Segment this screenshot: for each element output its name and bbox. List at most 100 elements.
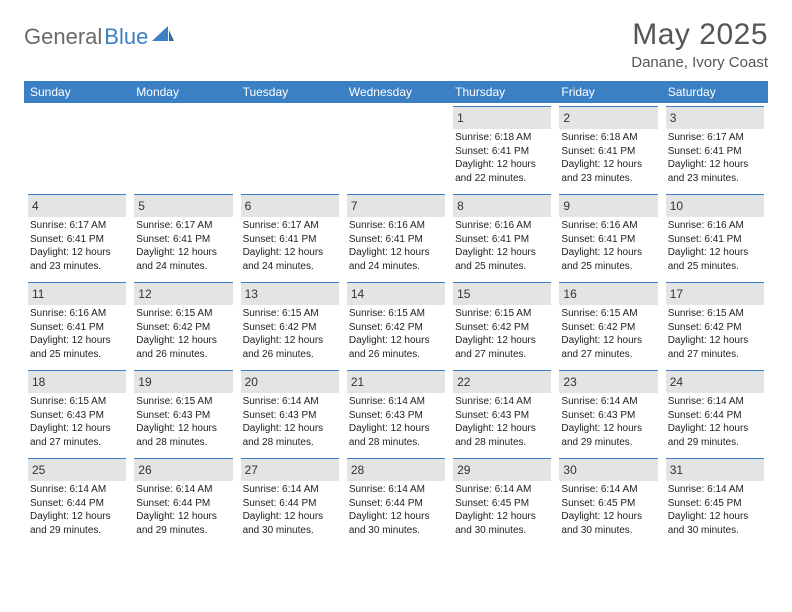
day-number: 3 — [670, 111, 677, 125]
sunrise-line: Sunrise: 6:14 AM — [559, 395, 657, 409]
sunrise-line: Sunrise: 6:14 AM — [347, 483, 445, 497]
day-number: 19 — [138, 375, 151, 389]
sunset-line: Sunset: 6:43 PM — [28, 409, 126, 423]
daylight-line: Daylight: 12 hours — [559, 422, 657, 436]
sunset-line: Sunset: 6:42 PM — [241, 321, 339, 335]
daylight-line: Daylight: 12 hours — [134, 422, 232, 436]
sunset-line: Sunset: 6:41 PM — [666, 233, 764, 247]
daylight-line: and 24 minutes. — [241, 260, 339, 274]
daylight-line: Daylight: 12 hours — [347, 510, 445, 524]
calendar-cell — [237, 103, 343, 191]
daylight-line: and 30 minutes. — [347, 524, 445, 538]
calendar-cell: 12Sunrise: 6:15 AMSunset: 6:42 PMDayligh… — [130, 279, 236, 367]
sunrise-line: Sunrise: 6:14 AM — [453, 483, 551, 497]
calendar-cell: 8Sunrise: 6:16 AMSunset: 6:41 PMDaylight… — [449, 191, 555, 279]
sunset-line: Sunset: 6:43 PM — [134, 409, 232, 423]
day-number: 28 — [351, 463, 364, 477]
daylight-line: and 25 minutes. — [28, 348, 126, 362]
sunset-line: Sunset: 6:41 PM — [28, 321, 126, 335]
calendar-cell: 4Sunrise: 6:17 AMSunset: 6:41 PMDaylight… — [24, 191, 130, 279]
day-number: 15 — [457, 287, 470, 301]
calendar-cell: 27Sunrise: 6:14 AMSunset: 6:44 PMDayligh… — [237, 455, 343, 543]
logo: General Blue — [24, 18, 174, 50]
sunset-line: Sunset: 6:42 PM — [347, 321, 445, 335]
daylight-line: Daylight: 12 hours — [241, 334, 339, 348]
daylight-line: Daylight: 12 hours — [666, 334, 764, 348]
daylight-line: Daylight: 12 hours — [241, 246, 339, 260]
sunrise-line: Sunrise: 6:15 AM — [666, 307, 764, 321]
day-number: 23 — [563, 375, 576, 389]
day-number: 6 — [245, 199, 252, 213]
sunset-line: Sunset: 6:45 PM — [559, 497, 657, 511]
day-number: 10 — [670, 199, 683, 213]
daylight-line: and 22 minutes. — [453, 172, 551, 186]
daylight-line: Daylight: 12 hours — [559, 246, 657, 260]
daylight-line: Daylight: 12 hours — [453, 246, 551, 260]
sunset-line: Sunset: 6:41 PM — [28, 233, 126, 247]
sunset-line: Sunset: 6:43 PM — [559, 409, 657, 423]
daylight-line: Daylight: 12 hours — [453, 510, 551, 524]
daylight-line: Daylight: 12 hours — [666, 246, 764, 260]
day-number: 30 — [563, 463, 576, 477]
calendar-cell: 30 Sunrise: 6:14 AMSunset: 6:45 PMDayligh… — [555, 455, 661, 543]
sunrise-line: Sunrise: 6:14 AM — [666, 483, 764, 497]
calendar-cell: 1Sunrise: 6:18 AMSunset: 6:41 PMDaylight… — [449, 103, 555, 191]
sunrise-line: Sunrise: 6:15 AM — [28, 395, 126, 409]
sunrise-line: Sunrise: 6:17 AM — [666, 131, 764, 145]
daylight-line: and 29 minutes. — [134, 524, 232, 538]
sunrise-line: Sunrise: 6:15 AM — [347, 307, 445, 321]
calendar-cell: 21Sunrise: 6:14 AMSunset: 6:43 PMDayligh… — [343, 367, 449, 455]
daylight-line: and 28 minutes. — [134, 436, 232, 450]
daylight-line: and 30 minutes. — [559, 524, 657, 538]
day-number: 9 — [563, 199, 570, 213]
logo-sail-icon — [152, 26, 174, 49]
sunrise-line: Sunrise: 6:17 AM — [28, 219, 126, 233]
daylight-line: and 24 minutes. — [134, 260, 232, 274]
calendar-cell — [130, 103, 236, 191]
daylight-line: and 29 minutes. — [666, 436, 764, 450]
weekday-header: Thursday — [449, 81, 555, 103]
calendar-cell: 7Sunrise: 6:16 AMSunset: 6:41 PMDaylight… — [343, 191, 449, 279]
logo-text-general: General — [24, 24, 102, 50]
sunrise-line: Sunrise: 6:15 AM — [559, 307, 657, 321]
day-number: 11 — [32, 287, 44, 301]
day-number: 20 — [245, 375, 258, 389]
calendar-cell: 17Sunrise: 6:15 AMSunset: 6:42 PMDayligh… — [662, 279, 768, 367]
sunset-line: Sunset: 6:41 PM — [134, 233, 232, 247]
day-number: 17 — [670, 287, 683, 301]
daylight-line: and 25 minutes. — [666, 260, 764, 274]
calendar-cell: 19Sunrise: 6:15 AMSunset: 6:43 PMDayligh… — [130, 367, 236, 455]
calendar-cell: 24Sunrise: 6:14 AMSunset: 6:44 PMDayligh… — [662, 367, 768, 455]
sunrise-line: Sunrise: 6:14 AM — [347, 395, 445, 409]
daylight-line: Daylight: 12 hours — [28, 246, 126, 260]
daylight-line: and 26 minutes. — [134, 348, 232, 362]
calendar-cell: 23 Sunrise: 6:14 AMSunset: 6:43 PMDayligh… — [555, 367, 661, 455]
sunrise-line: Sunrise: 6:15 AM — [134, 307, 232, 321]
daylight-line: and 26 minutes. — [241, 348, 339, 362]
sunrise-line: Sunrise: 6:16 AM — [347, 219, 445, 233]
calendar-table: SundayMondayTuesdayWednesdayThursdayFrid… — [24, 81, 768, 543]
daylight-line: Daylight: 12 hours — [453, 334, 551, 348]
calendar-body: 1Sunrise: 6:18 AMSunset: 6:41 PMDaylight… — [24, 103, 768, 543]
sunset-line: Sunset: 6:43 PM — [347, 409, 445, 423]
calendar-cell: 11Sunrise: 6:16 AMSunset: 6:41 PMDayligh… — [24, 279, 130, 367]
daylight-line: Daylight: 12 hours — [347, 246, 445, 260]
daylight-line: and 27 minutes. — [453, 348, 551, 362]
sunset-line: Sunset: 6:45 PM — [666, 497, 764, 511]
daylight-line: Daylight: 12 hours — [134, 510, 232, 524]
daylight-line: and 27 minutes. — [28, 436, 126, 450]
sunset-line: Sunset: 6:41 PM — [453, 145, 551, 159]
daylight-line: and 28 minutes. — [241, 436, 339, 450]
daylight-line: and 25 minutes. — [453, 260, 551, 274]
sunrise-line: Sunrise: 6:14 AM — [666, 395, 764, 409]
sunset-line: Sunset: 6:44 PM — [241, 497, 339, 511]
sunrise-line: Sunrise: 6:16 AM — [666, 219, 764, 233]
day-number: 5 — [138, 199, 145, 213]
daylight-line: Daylight: 12 hours — [347, 422, 445, 436]
calendar-cell: 18Sunrise: 6:15 AMSunset: 6:43 PMDayligh… — [24, 367, 130, 455]
daylight-line: Daylight: 12 hours — [134, 246, 232, 260]
location-label: Danane, Ivory Coast — [631, 54, 768, 71]
sunrise-line: Sunrise: 6:14 AM — [559, 483, 657, 497]
day-number: 18 — [32, 375, 45, 389]
daylight-line: Daylight: 12 hours — [559, 510, 657, 524]
